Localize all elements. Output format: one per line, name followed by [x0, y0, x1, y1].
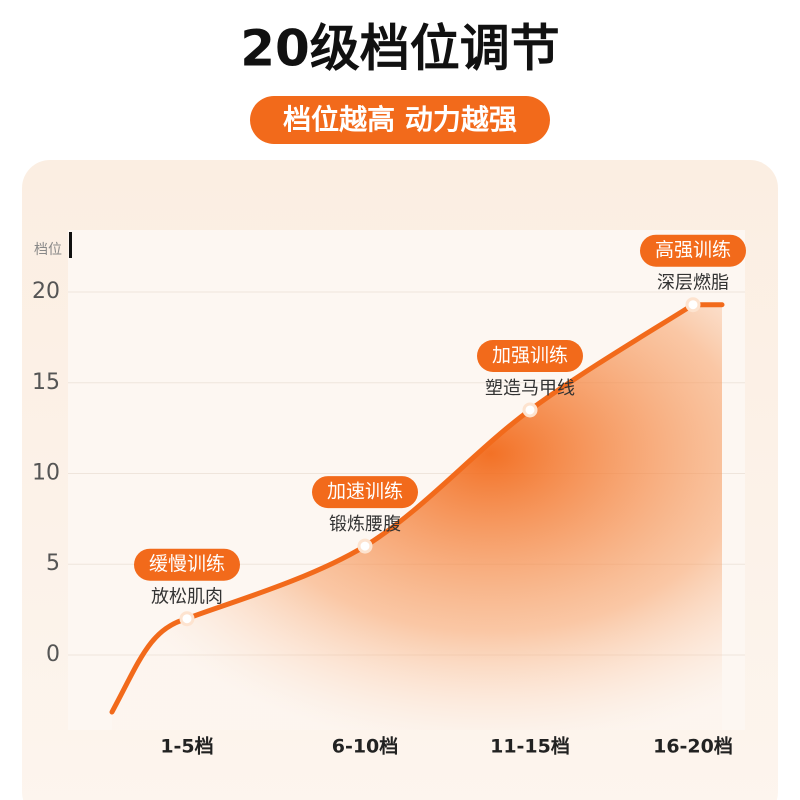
point — [522, 402, 538, 418]
point — [179, 611, 195, 627]
x-tick-label: 1-5档 — [160, 735, 213, 758]
curve-tail — [109, 616, 190, 715]
annotation-label: 加速训练 — [327, 481, 403, 503]
point — [685, 297, 701, 313]
y-tick-label: 0 — [46, 642, 60, 667]
annotation-text: 深层燃脂 — [657, 273, 729, 294]
x-tick-label: 16-20档 — [653, 735, 733, 758]
annotation-pill — [477, 339, 583, 372]
area-glow — [112, 304, 722, 730]
y-tick-label: 15 — [32, 370, 60, 395]
point — [357, 538, 373, 554]
y-tick-label: 5 — [46, 551, 60, 576]
axis-marker — [69, 232, 72, 258]
y-tick-label: 10 — [32, 460, 60, 485]
annotation-pill — [312, 476, 418, 509]
y-axis-label: 档位 — [34, 242, 62, 258]
x-tick-label: 11-15档 — [490, 735, 570, 758]
y-tick-label: 20 — [32, 279, 60, 304]
subtitle-pill — [250, 96, 550, 144]
annotation-text: 锻炼腰腹 — [329, 514, 401, 535]
annotation-label: 加强训练 — [492, 344, 568, 366]
annotation-label: 缓慢训练 — [149, 553, 225, 575]
annotation-pill — [134, 548, 240, 581]
annotation-label: 高强训练 — [655, 239, 731, 261]
annotation-pill — [640, 234, 746, 267]
annotation-text: 塑造马甲线 — [485, 378, 575, 399]
subtitle: 档位越高 动力越强 — [283, 103, 517, 136]
x-tick-label: 6-10档 — [332, 735, 399, 758]
chart-title: 20级档位调节 — [240, 20, 560, 78]
line — [186, 302, 695, 622]
annotation-text: 放松肌肉 — [151, 587, 223, 608]
